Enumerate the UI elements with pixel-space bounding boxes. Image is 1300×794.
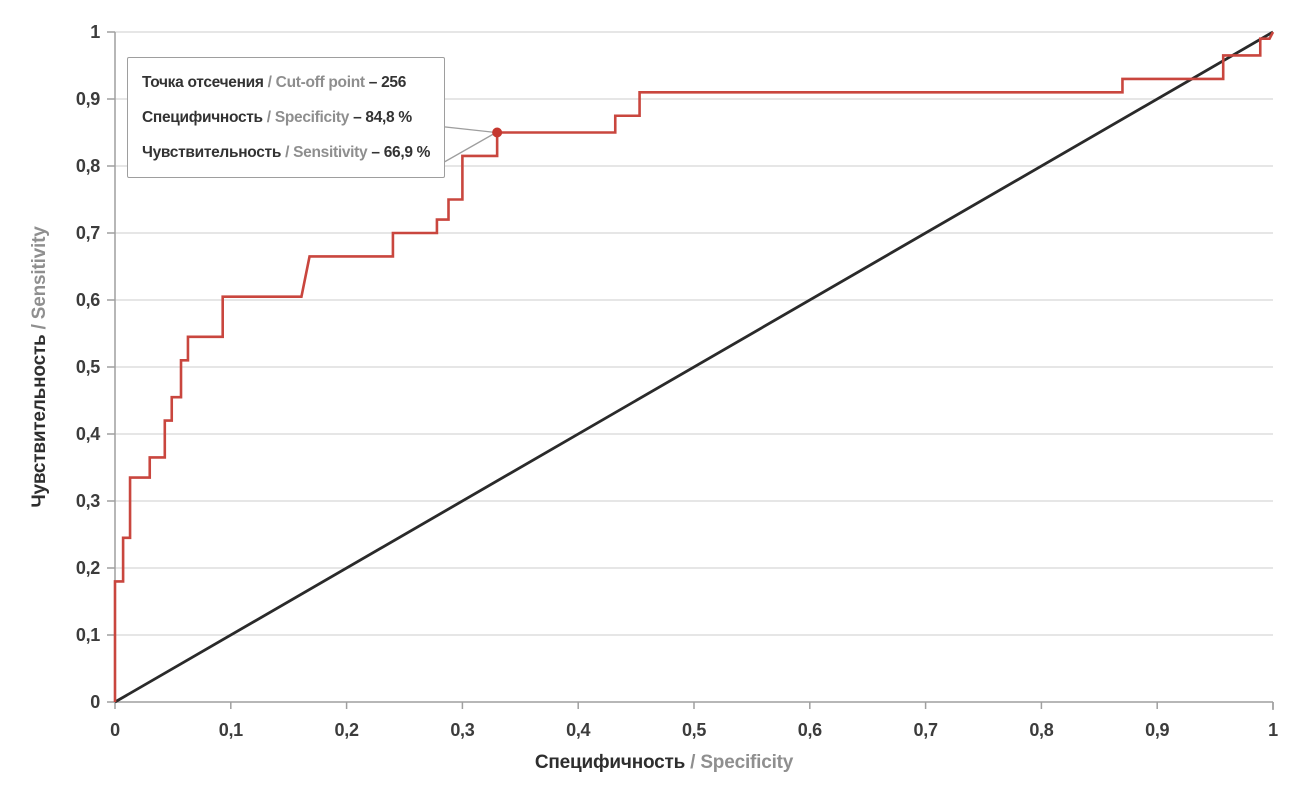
x-tick-label: 0,7: [914, 720, 938, 740]
x-tick-label: 0,1: [219, 720, 243, 740]
x-tick-label: 1: [1268, 720, 1278, 740]
y-tick-label: 0,2: [76, 558, 100, 578]
annotation-specificity-en: Specificity: [274, 109, 350, 126]
annotation-line-sensitivity: Чувствительность / Sensitivity – 66,9 %: [142, 135, 430, 170]
annotation-cutoff-en: Cut-off point: [275, 74, 365, 91]
y-tick-label: 0,4: [76, 424, 100, 444]
y-tick-label: 0,8: [76, 156, 100, 176]
x-axis-title-sep: /: [685, 752, 701, 773]
annotation-specificity-value: 84,8 %: [365, 109, 412, 126]
y-tick-label: 0,6: [76, 290, 100, 310]
y-tick-label: 0,1: [76, 625, 100, 645]
annotation-cutoff-ru: Точка отсечения: [142, 74, 264, 91]
x-tick-label: 0,8: [1029, 720, 1053, 740]
annotation-specificity-ru: Специфичность: [142, 109, 263, 126]
reference-diagonal-line: [114, 30, 1274, 704]
annotation-sensitivity-dash: –: [367, 144, 384, 161]
annotation-line-specificity: Специфичность / Specificity – 84,8 %: [142, 100, 430, 135]
y-tick-label: 0,5: [76, 357, 100, 377]
y-axis-title-ru: Чувствительность: [29, 334, 50, 508]
x-tick-label: 0,2: [335, 720, 359, 740]
y-axis-title-sep: /: [29, 319, 50, 335]
annotation-cutoff-value: 256: [381, 74, 407, 91]
annotation-specificity-dash: –: [349, 109, 366, 126]
y-tick-label: 1: [90, 22, 100, 42]
roc-curve-line: [113, 31, 1275, 702]
x-axis-title-ru: Специфичность: [534, 752, 686, 773]
annotation-sensitivity-value: 66,9 %: [383, 144, 431, 161]
annotation-sensitivity-sep: /: [281, 144, 294, 161]
annotation-cutoff-dash: –: [364, 74, 382, 91]
annotation-line-cutoff: Точка отсечения / Cut-off point – 256: [142, 65, 430, 100]
y-axis-title: Чувствительность / Sensitivity: [29, 226, 51, 507]
x-tick-label: 0,4: [566, 720, 590, 740]
x-tick-label: 0,5: [682, 720, 706, 740]
y-tick-label: 0,9: [76, 89, 100, 109]
y-tick-label: 0: [90, 692, 100, 712]
x-axis-title: Специфичность / Specificity: [534, 752, 794, 774]
cutoff-point-marker: [492, 127, 503, 138]
cutoff-annotation-box: Точка отсечения / Cut-off point – 256 Сп…: [127, 57, 446, 178]
x-tick-label: 0,3: [450, 720, 474, 740]
y-tick-label: 0,7: [76, 223, 100, 243]
annotation-sensitivity-en: Sensitivity: [293, 144, 368, 161]
annotation-sensitivity-ru: Чувствительность: [142, 144, 282, 161]
y-axis-title-en: Sensitivity: [29, 226, 50, 320]
x-tick-label: 0,9: [1145, 720, 1169, 740]
annotation-specificity-sep: /: [262, 109, 275, 126]
y-tick-label: 0,3: [76, 491, 100, 511]
x-axis-title-en: Specificity: [700, 752, 794, 773]
x-tick-label: 0: [110, 720, 120, 740]
annotation-cutoff-sep: /: [263, 74, 276, 91]
x-tick-label: 0,6: [798, 720, 822, 740]
